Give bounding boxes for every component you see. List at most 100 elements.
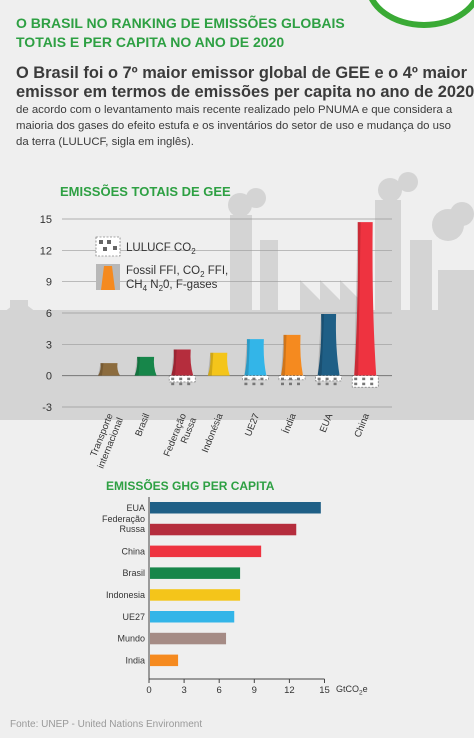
chart1-bar-china xyxy=(354,222,377,376)
legend-lulucf-label: LULUCF CO2 xyxy=(126,242,196,256)
legend-fossil-swatch xyxy=(96,264,120,290)
chart1-lulucf-pattern xyxy=(362,377,366,381)
chart1-lulucf-pattern xyxy=(260,377,264,381)
legend-lulucf-swatch xyxy=(95,236,121,257)
chart1-bar-shade xyxy=(98,363,104,376)
chart1-bar-indonesia xyxy=(207,352,230,376)
chart2-title: EMISSÕES GHG PER CAPITA xyxy=(106,478,275,493)
chart2-ytick-label-ue27: UE27 xyxy=(122,612,145,622)
chart1-lulucf-pattern xyxy=(370,377,374,381)
chart1-bar-shade xyxy=(354,222,361,376)
chart2-xtick-label: 0 xyxy=(146,685,151,696)
chart1-lulucf-pattern xyxy=(370,382,374,386)
lead-line1: O Brasil foi o 7º maior emissor global d… xyxy=(16,64,468,82)
chart1-bar-shade xyxy=(207,352,214,376)
chart1-lulucf-pattern xyxy=(244,377,248,381)
chart1-lulucf-pattern xyxy=(187,377,191,381)
sub-line2: maioria dos gases do efeito estufa e os … xyxy=(16,120,452,132)
chart2-bar-india xyxy=(150,654,179,667)
source-footer: Fonte: UNEP - United Nations Environment xyxy=(10,719,203,730)
chart2-bar-mundo xyxy=(150,632,227,645)
chart1-bar-eua xyxy=(317,314,340,376)
sub-text: de acordo com o levantamento mais recent… xyxy=(16,102,461,150)
chart2-ytick-label-china: China xyxy=(121,546,145,556)
chart1-ytick-label: 9 xyxy=(46,277,52,289)
chart1-bar-federacao-russa xyxy=(171,349,194,376)
chart1-lulucf-pattern xyxy=(281,377,284,381)
page-title-line2: TOTAIS E PER CAPITA NO ANO DE 2020 xyxy=(16,34,285,50)
chart1-title: EMISSÕES TOTAIS DE GEE xyxy=(60,184,231,199)
chart2-bar-federacao-russa xyxy=(150,523,297,536)
chart1-bar-shade xyxy=(317,314,325,376)
chart1-ytick-label: 12 xyxy=(40,245,52,257)
chart1-bar-shade xyxy=(171,349,177,376)
chart1-lulucf-pattern xyxy=(333,377,337,381)
chart1-lulucf-pattern xyxy=(325,377,329,381)
chart1-ytick-label: 0 xyxy=(46,371,52,383)
chart1-lulucf-pattern xyxy=(171,377,175,381)
chart1-lulucf-pattern xyxy=(325,382,329,386)
chart2-xtick-label: 3 xyxy=(181,685,186,696)
chart2-ytick-label-indonesia: Indonesia xyxy=(106,590,145,600)
chart1-ytick-label: 6 xyxy=(46,308,52,320)
chart2-bar-indonesia xyxy=(150,589,241,601)
chart1-lulucf-pattern xyxy=(244,382,248,386)
chart1-lulucf-pattern xyxy=(354,382,358,386)
chart2-ytick-label-mundo: Mundo xyxy=(117,634,145,644)
chart1-lulucf-pattern xyxy=(179,382,183,386)
chart1-bar-ue27 xyxy=(244,339,267,376)
chart1-lulucf-pattern xyxy=(171,382,175,386)
chart1-lulucf-pattern xyxy=(354,377,358,381)
legend-fossil-label-1: Fossil FFI, CO2 FFI, xyxy=(126,265,228,279)
chart1-lulucf-pattern xyxy=(297,377,300,381)
chart2-ytick-label-india: India xyxy=(125,655,145,665)
chart1-lulucf-pattern xyxy=(333,382,337,386)
chart2-xlabel: GtCO2e xyxy=(336,684,368,697)
chart1-bar-transporte-internacional xyxy=(98,363,120,376)
chart1-lulucf-pattern xyxy=(362,382,366,386)
chart1-ytick-label: 3 xyxy=(46,339,52,351)
chart1-lulucf-pattern xyxy=(187,382,191,386)
chart2-ytick-label-eua: EUA xyxy=(126,503,145,513)
chart2-xtick-label: 15 xyxy=(319,685,330,696)
chart1-xtick-label-transporte-internacional: Transporteinternacional xyxy=(85,412,126,470)
chart1-ytick-label: 15 xyxy=(40,214,52,226)
chart1-bar-shade xyxy=(281,334,287,376)
chart1-lulucf-pattern xyxy=(252,377,256,381)
chart1-legend: LULUCF CO2 Fossil FFI, CO2 FFI, CH4 N20,… xyxy=(95,236,228,293)
page-title: O BRASIL NO RANKING DE EMISSÕES GLOBAIS … xyxy=(16,14,345,52)
chart2-xtick-label: 6 xyxy=(217,685,222,696)
chart2-bar-ue27 xyxy=(150,611,235,623)
skyline-background xyxy=(0,172,474,420)
chart1-lulucf-pattern xyxy=(179,377,183,381)
chart1-lulucf-pattern xyxy=(297,382,300,386)
chart1-lulucf-pattern xyxy=(260,382,264,386)
chart2-bar-china xyxy=(150,545,262,558)
chart1-lulucf-pattern xyxy=(252,382,256,386)
chart1-lulucf-pattern xyxy=(281,382,284,386)
chart1-bar-brasil xyxy=(134,356,157,376)
chart2-xtick-label: 12 xyxy=(284,685,295,696)
legend-fossil-label-2: CH4 N20, F-gases xyxy=(126,279,218,293)
sub-line3: da terra (LULUCF, sigla em inglês). xyxy=(16,136,194,148)
chart1-lulucf-pattern xyxy=(317,377,321,381)
chart2-ytick-label-brasil: Brasil xyxy=(122,568,145,578)
chart1-bar-shade xyxy=(134,356,141,376)
chart2-bar-eua xyxy=(150,502,321,514)
page-title-line1: O BRASIL NO RANKING DE EMISSÕES GLOBAIS xyxy=(16,15,345,31)
sub-line1: de acordo com o levantamento mais recent… xyxy=(16,104,453,116)
chart1-lulucf-pattern xyxy=(317,382,321,386)
chart2-xtick-label: 9 xyxy=(252,685,257,696)
chart1-ytick-label: -3 xyxy=(42,402,52,414)
chart1-lulucf-pattern xyxy=(289,382,292,386)
lead-text: O Brasil foi o 7º maior emissor global d… xyxy=(16,64,474,102)
chart1-bar-shade xyxy=(244,339,250,376)
lead-line2: emissor em termos de emissões per capita… xyxy=(16,83,474,101)
chart2-ytick-label-federacao-russa: Federação Russa xyxy=(102,514,145,534)
chart2-bar-brasil xyxy=(150,567,241,579)
chart1-bar-india xyxy=(281,334,303,376)
chart1-lulucf-bar-china xyxy=(351,375,379,388)
chart1-lulucf-pattern xyxy=(289,377,292,381)
